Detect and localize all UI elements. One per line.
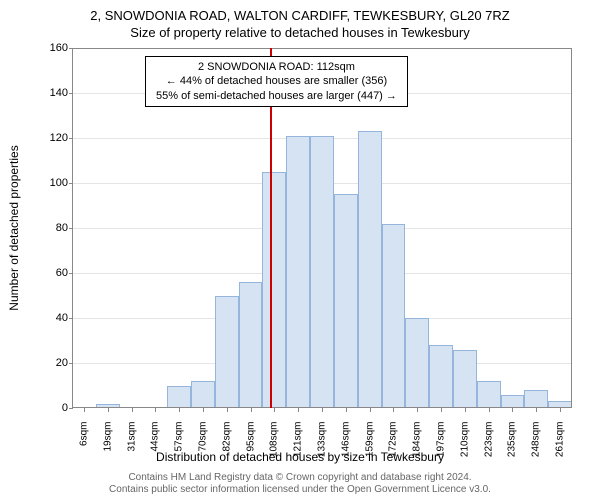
xtick-label: 248sqm bbox=[531, 422, 542, 462]
annotation-line-3: 55% of semi-detached houses are larger (… bbox=[156, 89, 397, 103]
xtick-label: 235sqm bbox=[507, 422, 518, 462]
annotation-box: 2 SNOWDONIA ROAD: 112sqm ← 44% of detach… bbox=[145, 56, 408, 107]
xtick-mark bbox=[155, 408, 156, 412]
xtick-mark bbox=[203, 408, 204, 412]
xtick-mark bbox=[84, 408, 85, 412]
xtick-mark bbox=[465, 408, 466, 412]
ytick-label: 160 bbox=[50, 42, 68, 54]
footer-attribution: Contains HM Land Registry data © Crown c… bbox=[0, 472, 600, 496]
xtick-mark bbox=[346, 408, 347, 412]
xtick-label: 210sqm bbox=[459, 422, 470, 462]
xtick-label: 95sqm bbox=[245, 422, 256, 462]
annotation-line-2: ← 44% of detached houses are smaller (35… bbox=[156, 74, 397, 88]
xtick-mark bbox=[274, 408, 275, 412]
xtick-mark bbox=[370, 408, 371, 412]
xtick-label: 223sqm bbox=[483, 422, 494, 462]
xtick-mark bbox=[536, 408, 537, 412]
xtick-label: 159sqm bbox=[364, 422, 375, 462]
histogram-chart: 2, SNOWDONIA ROAD, WALTON CARDIFF, TEWKE… bbox=[0, 0, 600, 500]
xtick-mark bbox=[108, 408, 109, 412]
ytick-label: 80 bbox=[56, 222, 68, 234]
xtick-label: 184sqm bbox=[412, 422, 423, 462]
xtick-mark bbox=[179, 408, 180, 412]
annotation-line-1: 2 SNOWDONIA ROAD: 112sqm bbox=[156, 60, 397, 74]
xtick-mark bbox=[322, 408, 323, 412]
ytick-label: 140 bbox=[50, 87, 68, 99]
xtick-label: 197sqm bbox=[436, 422, 447, 462]
xtick-mark bbox=[298, 408, 299, 412]
ytick-label: 20 bbox=[56, 357, 68, 369]
xtick-mark bbox=[393, 408, 394, 412]
ytick-label: 40 bbox=[56, 312, 68, 324]
xtick-label: 133sqm bbox=[317, 422, 328, 462]
ytick-label: 100 bbox=[50, 177, 68, 189]
xtick-label: 44sqm bbox=[150, 422, 161, 462]
xtick-mark bbox=[227, 408, 228, 412]
xtick-label: 82sqm bbox=[221, 422, 232, 462]
xtick-mark bbox=[132, 408, 133, 412]
xtick-label: 108sqm bbox=[269, 422, 280, 462]
footer-line-1: Contains HM Land Registry data © Crown c… bbox=[0, 472, 600, 484]
xtick-mark bbox=[489, 408, 490, 412]
xtick-label: 121sqm bbox=[293, 422, 304, 462]
footer-line-2: Contains public sector information licen… bbox=[0, 484, 600, 496]
xtick-label: 6sqm bbox=[78, 422, 89, 462]
ytick-label: 120 bbox=[50, 132, 68, 144]
xtick-label: 146sqm bbox=[340, 422, 351, 462]
ytick-label: 60 bbox=[56, 267, 68, 279]
xtick-label: 19sqm bbox=[102, 422, 113, 462]
xtick-mark bbox=[560, 408, 561, 412]
chart-title-sub: Size of property relative to detached ho… bbox=[0, 25, 600, 40]
xtick-label: 31sqm bbox=[126, 422, 137, 462]
xtick-label: 70sqm bbox=[197, 422, 208, 462]
xtick-label: 261sqm bbox=[555, 422, 566, 462]
xtick-mark bbox=[417, 408, 418, 412]
ytick-label: 0 bbox=[62, 402, 68, 414]
xtick-mark bbox=[512, 408, 513, 412]
chart-title-main: 2, SNOWDONIA ROAD, WALTON CARDIFF, TEWKE… bbox=[0, 8, 600, 23]
ytick-mark bbox=[69, 408, 73, 409]
xtick-label: 57sqm bbox=[174, 422, 185, 462]
xtick-mark bbox=[441, 408, 442, 412]
xtick-mark bbox=[251, 408, 252, 412]
xtick-label: 172sqm bbox=[388, 422, 399, 462]
y-axis-label: Number of detached properties bbox=[7, 145, 21, 310]
